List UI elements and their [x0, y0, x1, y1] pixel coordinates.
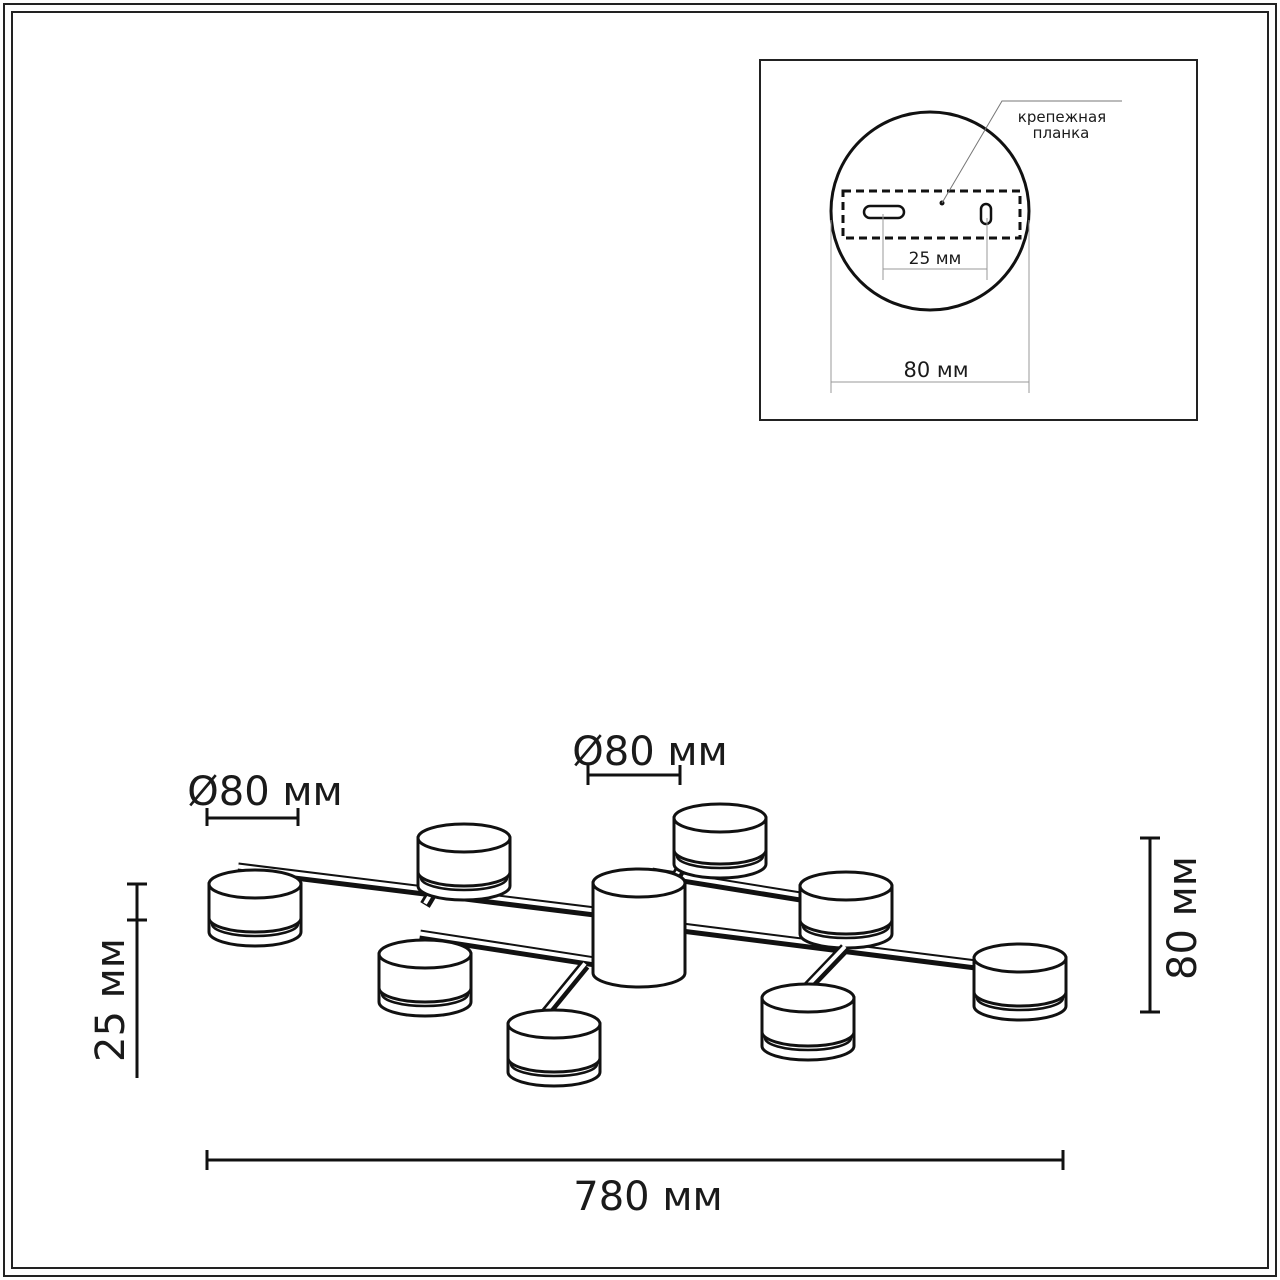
outer-frame [3, 3, 1277, 1277]
lamp-upper-left-top [416, 822, 512, 854]
lamp-left-ring [207, 917, 303, 934]
total-width-label: 780 мм [573, 1174, 722, 1220]
callout-text-2: планка [1033, 124, 1090, 142]
lamp-upper-left-lens [419, 877, 509, 892]
inner-frame [11, 11, 1269, 1269]
central-canopy-top [591, 867, 687, 899]
arm-lower-left-highlight [419, 931, 596, 963]
shade-height-dimension [127, 882, 147, 1078]
shade-diameter-center-label: Ø80 мм [572, 729, 727, 775]
central-canopy [591, 881, 687, 989]
lamp-upper-left-ring [416, 871, 512, 888]
lamp-right-upper-ring [798, 919, 894, 936]
mounting-bracket [841, 189, 1022, 240]
total-height-dimension [1140, 836, 1160, 1014]
lamp-bottom-lens [509, 1063, 599, 1078]
callout-text-1: крепежная [1018, 108, 1106, 126]
lamp-right-upper-top [798, 870, 894, 902]
hole-spacing-dimension [882, 214, 988, 280]
shade-diameter-left-dimension [205, 808, 300, 826]
dimension-lines [127, 765, 1160, 1170]
hole-spacing-label: 25 мм [909, 249, 962, 269]
callout-leader [941, 100, 1122, 204]
lamp-lower-left-lens [380, 993, 470, 1008]
shade-diameter-center-dimension [586, 765, 682, 785]
lamp-top-center-lens [675, 855, 765, 870]
chandelier-drawing [207, 802, 1068, 1088]
lamp-bottom-top [506, 1008, 602, 1040]
lamp-bottom-ring [506, 1057, 602, 1074]
lamp-right-upper-lens [801, 925, 891, 940]
total-height-label: 80 мм [1160, 856, 1206, 980]
arm-upper-left-highlight [237, 864, 596, 913]
round-hole [979, 202, 993, 226]
slot-hole [862, 204, 906, 220]
lamp-top-center-ring [672, 849, 768, 866]
lamp-lower-left-ring [377, 987, 473, 1004]
lamp-far-right-lens [975, 997, 1065, 1012]
base-circle [829, 110, 1031, 312]
lamp-left-lens [210, 923, 300, 938]
shade-diameter-left-label: Ø80 мм [187, 769, 342, 815]
lamp-far-right-top [972, 942, 1068, 974]
total-width-dimension [205, 1150, 1065, 1170]
shade-height-label: 25 мм [88, 938, 134, 1062]
lamp-bottom-right-top [760, 982, 856, 1014]
lamp-far-right-ring [972, 991, 1068, 1008]
base-diameter-dimension [830, 220, 1030, 393]
lamp-lower-left-top [377, 938, 473, 970]
lamp-bottom-right-ring [760, 1031, 856, 1048]
lamp-left-top [207, 868, 303, 900]
mounting-inset: крепежная планка 25 мм 80 мм [759, 59, 1198, 421]
lamp-top-center-top [672, 802, 768, 834]
base-diameter-label: 80 мм [903, 358, 968, 382]
lamp-bottom-right-lens [763, 1037, 853, 1052]
inset-box [759, 59, 1198, 421]
